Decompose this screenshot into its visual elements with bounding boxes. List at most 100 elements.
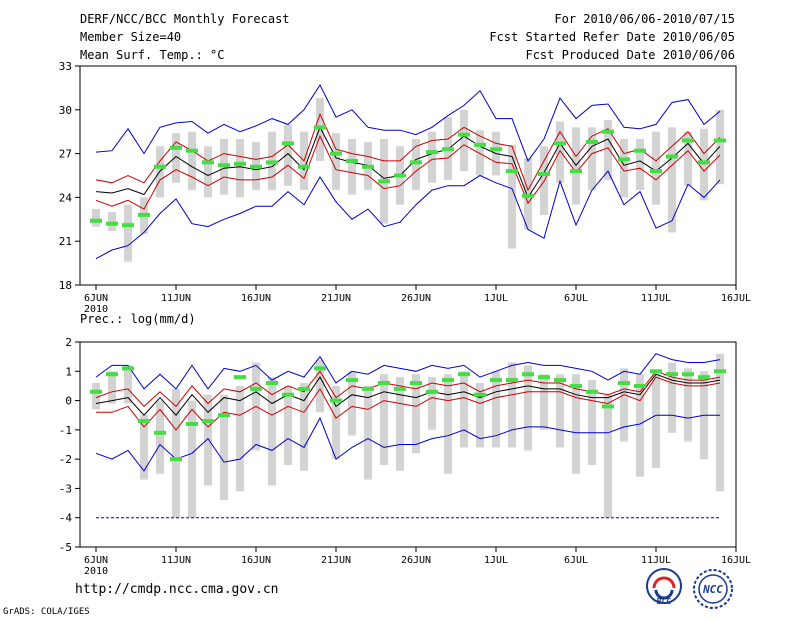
temp-obs-marker	[714, 138, 726, 143]
prec-spread-box	[476, 383, 484, 448]
grads-credit: GrADS: COLA/IGES	[3, 607, 90, 617]
prec-spread-box	[364, 385, 372, 480]
prec-spread-box	[284, 385, 292, 465]
temp-spread-box	[620, 139, 628, 198]
temp-spread-box	[332, 133, 340, 191]
prec-lower-quartile-line	[96, 376, 721, 431]
prec-spread-box	[140, 415, 148, 480]
prec-xtick-label: 21JUN	[321, 555, 351, 566]
prec-obs-marker	[490, 378, 502, 383]
prec-spread-box	[316, 359, 324, 413]
forecast-period: For 2010/06/06-2010/07/15	[554, 12, 735, 26]
temp-ytick-label: 21	[59, 235, 72, 248]
prec-obs-marker	[330, 398, 342, 403]
prec-obs-marker	[314, 366, 326, 371]
temp-lower-quartile-line	[95, 134, 721, 210]
temp-obs-marker	[618, 157, 630, 162]
prec-min-line	[95, 414, 720, 472]
prec-spread-box	[508, 362, 516, 448]
prec-spread-box	[108, 371, 116, 404]
prec-ytick-label: -1	[59, 424, 72, 437]
prec-spread-box	[124, 365, 132, 404]
temp-upper-quartile-line	[95, 112, 721, 192]
prec-obs-marker	[602, 404, 614, 409]
temp-spread-box	[556, 121, 564, 183]
temp-obs-marker	[186, 148, 198, 153]
temp-obs-marker	[378, 179, 390, 184]
prec-obs-marker	[138, 419, 150, 424]
temp-spread-box	[348, 139, 356, 195]
bcc-logo-text: BCC	[657, 597, 672, 606]
prec-spread-box	[332, 385, 340, 460]
prec-obs-marker	[250, 386, 262, 391]
temp-min-line	[95, 170, 721, 260]
temp-ytick-label: 27	[59, 148, 72, 161]
temp-obs-marker	[554, 141, 566, 146]
prec-spread-box	[300, 383, 308, 471]
prec-spread-box	[348, 371, 356, 436]
prec-spread-box	[636, 374, 644, 477]
temp-median-line	[95, 126, 721, 199]
prec-obs-marker	[378, 381, 390, 385]
prec-ytick-label: -2	[59, 453, 72, 466]
prec-xtick-label: 6JUN	[84, 555, 108, 566]
temp-obs-marker	[426, 150, 438, 155]
temp-obs-marker	[170, 145, 182, 150]
temp-obs-marker	[250, 164, 262, 169]
prec-spread-box	[668, 362, 676, 433]
prec-ytick-label: 1	[65, 365, 72, 378]
prec-obs-marker	[506, 378, 518, 383]
temp-obs-marker	[362, 164, 374, 169]
prec-xtick-label: 16JUN	[241, 555, 271, 566]
temp-spread-box	[92, 209, 100, 227]
temp-spread-box	[508, 144, 516, 249]
temp-xtick-label: 16JUN	[241, 293, 271, 304]
member-size: Member Size=40	[80, 30, 182, 44]
prec-ytick-label: 2	[65, 336, 72, 349]
prec-year-label: 2010	[84, 566, 108, 577]
prec-spread-box	[396, 377, 404, 471]
temp-spread-box	[700, 128, 708, 201]
prec-obs-marker	[410, 381, 422, 385]
temp-spread-box	[204, 146, 212, 198]
temp-obs-marker	[122, 223, 134, 228]
source-url[interactable]: http://cmdp.ncc.cma.gov.cn	[75, 582, 279, 597]
prec-xtick-label: 26JUN	[401, 555, 431, 566]
prec-obs-marker	[426, 389, 438, 394]
prec-obs-marker	[394, 386, 406, 391]
prec-obs-marker	[90, 389, 102, 394]
prec-spread-box	[604, 394, 612, 518]
temp-spread-box	[172, 133, 180, 183]
temp-obs-marker	[650, 169, 662, 174]
temp-year-label: 2010	[84, 304, 108, 315]
temp-obs-marker	[666, 154, 678, 159]
prec-obs-marker	[202, 419, 214, 424]
temp-ytick-label: 24	[59, 191, 73, 204]
temp-obs-marker	[570, 169, 582, 174]
prec-obs-marker	[666, 372, 678, 377]
prec-spread-box	[380, 374, 388, 465]
temp-spread-box	[668, 127, 676, 233]
temp-spread-box	[524, 157, 532, 230]
ncc-logo-text: NCC	[702, 583, 723, 596]
prec-obs-marker	[122, 366, 134, 371]
temp-spread-box	[476, 130, 484, 176]
prec-spread-box	[716, 353, 724, 492]
prec-xtick-label: 11JUL	[641, 555, 671, 566]
prec-spread-box	[588, 380, 596, 465]
prec-obs-marker	[554, 378, 566, 383]
temp-xtick-label: 16JUL	[721, 293, 751, 304]
prec-spread-box	[188, 400, 196, 518]
prec-spread-box	[684, 368, 692, 442]
temp-panel-title: Mean Surf. Temp.: °C	[80, 48, 225, 62]
temp-obs-marker	[634, 148, 646, 153]
temp-obs-marker	[458, 132, 470, 137]
temp-obs-marker	[602, 129, 614, 134]
prec-obs-marker	[106, 372, 118, 377]
temp-max-line	[95, 83, 721, 162]
prec-spread-box	[524, 365, 532, 451]
temp-plot-frame	[79, 65, 737, 286]
temp-obs-marker	[522, 193, 534, 198]
prec-obs-marker	[170, 457, 182, 462]
temp-ytick-label: 30	[59, 104, 72, 117]
